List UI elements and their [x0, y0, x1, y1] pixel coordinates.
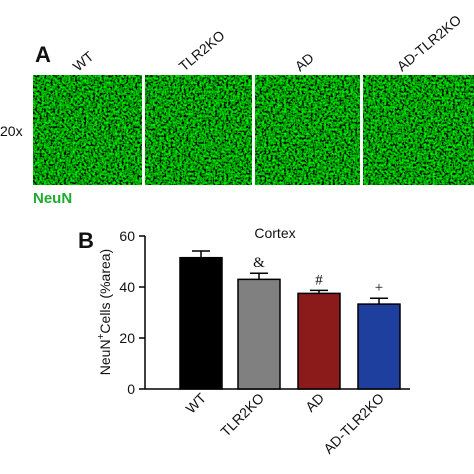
column-label: AD-TLR2KO [394, 11, 465, 74]
x-tick-label: TLR2KO [217, 390, 267, 440]
row-label: 20x [0, 123, 23, 139]
x-tick-label: WT [182, 389, 209, 416]
chart-title: Cortex [254, 225, 295, 241]
y-tick-label: 60 [119, 228, 135, 244]
panel-label: B [78, 228, 94, 253]
significance-marker: # [315, 272, 323, 288]
bar [179, 256, 223, 390]
y-tick-label: 20 [119, 330, 135, 346]
stain-label: NeuN [33, 190, 72, 207]
micrograph [255, 75, 360, 185]
y-tick-label: 40 [119, 279, 135, 295]
column-label: TLR2KO [176, 27, 228, 74]
column-label: AD [292, 50, 317, 75]
significance-marker: & [253, 255, 265, 271]
micrographs [33, 75, 474, 185]
bar [357, 303, 401, 390]
y-label-rest: Cells (%area) [97, 249, 113, 334]
x-tick-label: AD [302, 390, 327, 415]
bar [237, 278, 281, 390]
bar [297, 292, 341, 390]
x-tick-label: AD-TLR2KO [320, 390, 387, 457]
panel-label: A [35, 42, 51, 67]
y-tick-label: 0 [127, 381, 135, 397]
y-label-sup: + [96, 333, 107, 339]
significance-marker: + [375, 280, 383, 296]
micrograph [145, 75, 252, 185]
micrograph [363, 75, 474, 185]
micrograph [33, 75, 142, 185]
column-label: WT [70, 48, 97, 75]
y-axis-label: NeuN+Cells (%area) [96, 249, 113, 375]
y-label-main: NeuN [97, 339, 113, 375]
